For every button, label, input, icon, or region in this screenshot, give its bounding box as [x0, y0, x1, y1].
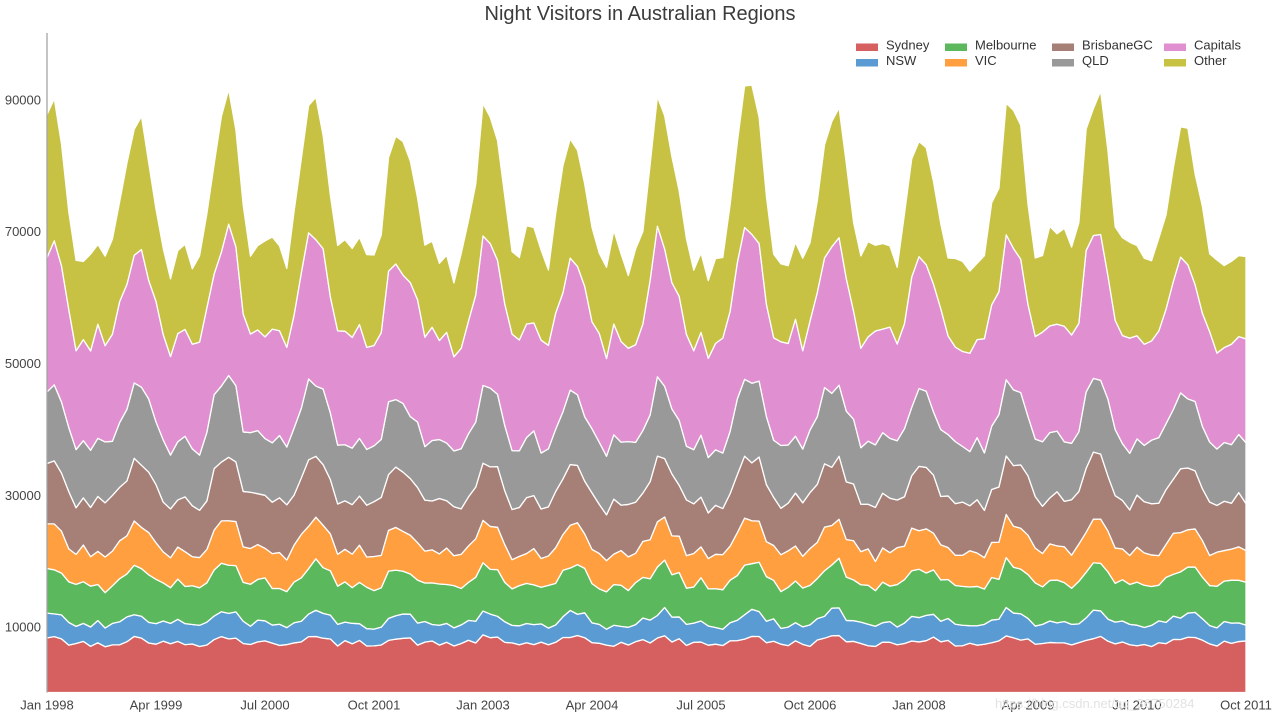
svg-text:Sydney: Sydney [886, 38, 930, 53]
svg-text:Oct 2011: Oct 2011 [1220, 698, 1272, 713]
svg-text:Apr 1999: Apr 1999 [130, 698, 183, 713]
svg-text:Jan 2008: Jan 2008 [892, 698, 946, 713]
svg-text:QLD: QLD [1082, 53, 1109, 68]
svg-text:Jan 1998: Jan 1998 [20, 698, 74, 713]
svg-text:https://blog.csdn.net/qq_36750: https://blog.csdn.net/qq_36750284 [995, 696, 1195, 711]
svg-text:10000: 10000 [5, 620, 41, 635]
svg-text:50000: 50000 [5, 356, 41, 371]
svg-text:Oct 2006: Oct 2006 [784, 698, 837, 713]
svg-text:Oct 2001: Oct 2001 [348, 698, 401, 713]
svg-text:Capitals: Capitals [1194, 38, 1241, 53]
svg-text:VIC: VIC [975, 53, 997, 68]
svg-text:Apr 2004: Apr 2004 [566, 698, 619, 713]
svg-text:70000: 70000 [5, 224, 41, 239]
svg-text:30000: 30000 [5, 488, 41, 503]
svg-text:Other: Other [1194, 53, 1227, 68]
svg-text:90000: 90000 [5, 92, 41, 107]
svg-text:Jul 2005: Jul 2005 [676, 698, 725, 713]
svg-text:Melbourne: Melbourne [975, 38, 1036, 53]
svg-text:NSW: NSW [886, 53, 917, 68]
svg-text:Jan 2003: Jan 2003 [456, 698, 510, 713]
svg-text:Jul 2000: Jul 2000 [240, 698, 289, 713]
svg-text:BrisbaneGC: BrisbaneGC [1082, 38, 1153, 53]
